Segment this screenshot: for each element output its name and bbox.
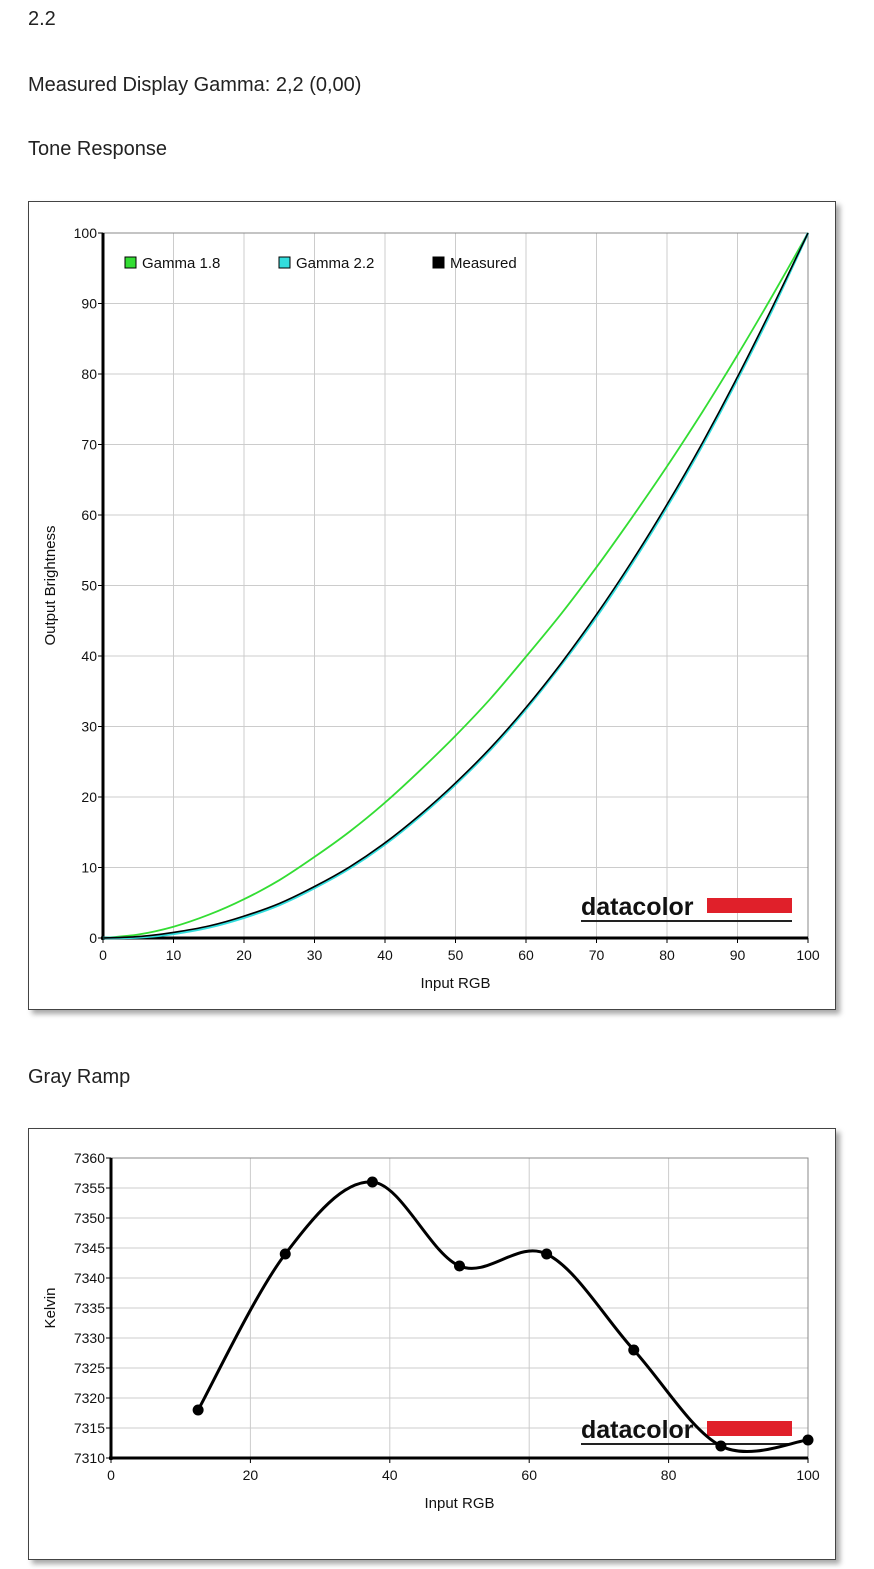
tone-response-chart: 0 10 20 30 40 50 60 70 80 90 100 0 10 20 30 40 50 60 70 80 9… [42, 225, 820, 992]
x-tick-label: 80 [659, 947, 675, 963]
x-tick-label: 90 [730, 947, 746, 963]
kelvin-data-point [192, 1404, 204, 1416]
legend-swatch [432, 256, 445, 269]
y-tick-label: 7325 [74, 1360, 105, 1376]
tone-response-chart-panel: 0 10 20 30 40 50 60 70 80 90 100 0 10 20 30 40 50 60 70 80 9… [28, 201, 836, 1010]
series-line-gamma-2-2 [102, 232, 810, 940]
x-tick-label: 20 [236, 947, 252, 963]
series-line-measured [102, 232, 809, 939]
y-axis-label: Kelvin [42, 1288, 59, 1329]
y-tick-label: 0 [89, 930, 97, 946]
x-tick-label: 60 [518, 947, 534, 963]
y-tick-label: 100 [74, 225, 98, 241]
x-tick-label: 100 [796, 1467, 820, 1483]
kelvin-data-point [454, 1260, 465, 1272]
x-axis-label: Input RGB [424, 1495, 494, 1512]
y-tick-label: 7345 [74, 1240, 105, 1256]
gray-ramp-chart: 0 20 40 60 80 100 7310 7315 7320 7325 7330 7335 7340… [42, 1150, 820, 1512]
x-tick-label: 20 [243, 1467, 259, 1483]
x-tick-label: 80 [661, 1467, 677, 1483]
datacolor-logo-bar [707, 898, 792, 913]
y-tick-label: 10 [81, 860, 97, 876]
datacolor-logo-underline [581, 920, 792, 922]
gray-ramp-title: Gray Ramp [28, 1066, 131, 1088]
y-tick-label: 20 [81, 789, 97, 805]
tone-response-title: Tone Response [28, 138, 167, 160]
kelvin-data-point [279, 1248, 291, 1260]
x-tick-label: 40 [382, 1467, 398, 1483]
x-tick-label: 50 [448, 947, 464, 963]
measured-gamma-text: Measured Display Gamma: 2,2 (0,00) [28, 74, 362, 96]
legend-label: Gamma 2.2 [296, 255, 374, 272]
kelvin-series-line [196, 1180, 809, 1454]
y-tick-label: 7310 [74, 1450, 105, 1466]
datacolor-logo-text: datacolor [581, 893, 694, 921]
y-tick-label: 7360 [74, 1150, 105, 1166]
y-tick-label: 7315 [74, 1420, 105, 1436]
y-tick-label: 7340 [74, 1270, 105, 1286]
gray-ramp-chart-panel: 0 20 40 60 80 100 7310 7315 7320 7325 7330 7335 7340… [28, 1128, 836, 1560]
kelvin-data-point [628, 1344, 640, 1356]
legend-swatch [124, 256, 137, 269]
legend-swatch [278, 256, 291, 269]
datacolor-logo-text: datacolor [581, 1416, 694, 1444]
y-tick-label: 30 [81, 719, 97, 735]
y-tick-label: 40 [81, 648, 97, 664]
datacolor-logo-underline [581, 1443, 792, 1445]
gamma-target-value: 2.2 [28, 8, 56, 30]
y-axis-label: Output Brightness [42, 525, 59, 645]
x-tick-label: 30 [307, 947, 323, 963]
x-tick-label: 100 [796, 947, 820, 963]
y-tick-label: 7335 [74, 1300, 105, 1316]
x-tick-label: 10 [166, 947, 182, 963]
x-tick-label: 70 [589, 947, 605, 963]
y-tick-label: 7330 [74, 1330, 105, 1346]
y-tick-label: 50 [81, 578, 97, 594]
kelvin-data-point [802, 1434, 814, 1446]
kelvin-data-point [366, 1176, 378, 1188]
x-tick-label: 0 [107, 1467, 115, 1483]
kelvin-data-point [715, 1440, 727, 1452]
y-tick-label: 60 [81, 507, 97, 523]
legend-label: Gamma 1.8 [142, 255, 220, 272]
y-tick-label: 90 [81, 296, 97, 312]
y-tick-label: 7350 [74, 1210, 105, 1226]
x-tick-label: 40 [377, 947, 393, 963]
datacolor-logo-bar [707, 1421, 792, 1436]
y-tick-label: 7320 [74, 1390, 105, 1406]
y-tick-label: 70 [81, 437, 97, 453]
series-line-gamma-1-8 [102, 232, 809, 939]
legend-label: Measured [450, 255, 517, 272]
kelvin-data-point [541, 1248, 553, 1260]
y-tick-label: 7355 [74, 1180, 105, 1196]
x-tick-label: 0 [99, 947, 107, 963]
x-axis-label: Input RGB [420, 975, 490, 992]
x-tick-label: 60 [521, 1467, 537, 1483]
y-tick-label: 80 [81, 366, 97, 382]
